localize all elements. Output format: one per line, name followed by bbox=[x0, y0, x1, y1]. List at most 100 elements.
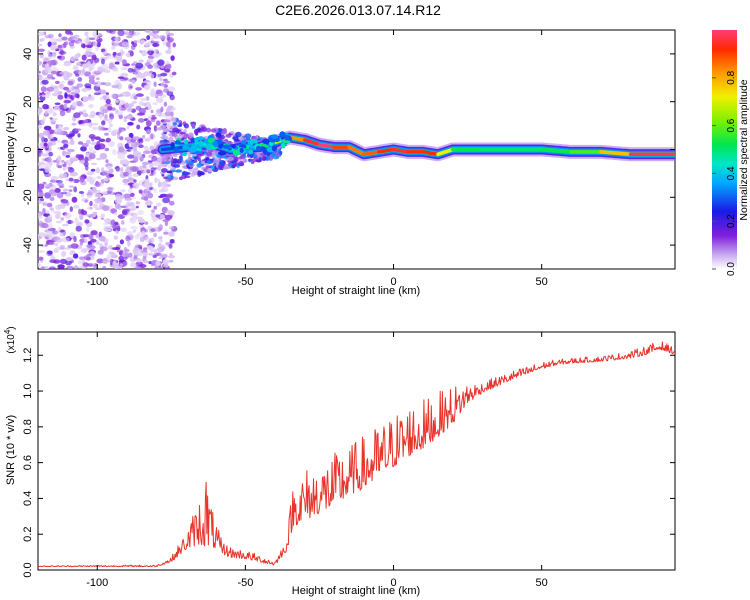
transition-blob bbox=[257, 159, 262, 163]
noise-blob bbox=[46, 74, 54, 79]
noise-blob bbox=[49, 207, 55, 211]
noise-blob bbox=[127, 187, 133, 194]
noise-blob bbox=[59, 233, 64, 237]
transition-blob bbox=[172, 127, 179, 133]
figure-title: C2E6.2026.013.07.14.R12 bbox=[275, 2, 441, 18]
noise-blob bbox=[167, 32, 174, 37]
noise-blob bbox=[128, 132, 134, 139]
noise-blob bbox=[130, 192, 135, 197]
noise-blob bbox=[75, 40, 79, 44]
noise-blob bbox=[150, 73, 155, 79]
noise-blob bbox=[48, 189, 55, 195]
noise-blob bbox=[59, 244, 65, 249]
noise-blob bbox=[122, 77, 129, 80]
x-tick-label: 50 bbox=[536, 577, 548, 589]
noise-blob bbox=[159, 252, 165, 258]
ridge-segment bbox=[288, 135, 307, 142]
noise-blob bbox=[136, 112, 145, 116]
noise-blob bbox=[135, 248, 142, 252]
noise-blob bbox=[104, 218, 111, 224]
noise-blob bbox=[38, 60, 43, 66]
noise-blob bbox=[42, 103, 49, 110]
noise-blob bbox=[143, 170, 147, 174]
noise-blob bbox=[160, 182, 167, 188]
noise-blob bbox=[88, 75, 95, 80]
noise-blob bbox=[172, 42, 176, 48]
noise-blob bbox=[92, 263, 96, 266]
noise-blob bbox=[163, 231, 169, 235]
noise-blob bbox=[117, 76, 125, 79]
noise-blob bbox=[90, 238, 97, 243]
noise-blob bbox=[165, 60, 170, 66]
noise-blob bbox=[124, 197, 133, 201]
noise-blob bbox=[57, 264, 65, 269]
noise-blob bbox=[113, 235, 119, 240]
noise-blob bbox=[140, 250, 148, 253]
noise-blob bbox=[83, 71, 92, 76]
noise-blob bbox=[137, 209, 144, 215]
noise-blob bbox=[117, 52, 121, 56]
noise-blob bbox=[59, 185, 65, 188]
transition-blob bbox=[249, 154, 254, 159]
noise-blob bbox=[49, 196, 55, 201]
noise-blob bbox=[79, 120, 86, 124]
noise-blob bbox=[118, 259, 125, 263]
noise-blob bbox=[148, 252, 154, 256]
ridge-blob bbox=[222, 144, 232, 150]
noise-blob bbox=[38, 216, 43, 219]
ridge-blob bbox=[170, 142, 175, 149]
noise-blob bbox=[38, 74, 43, 81]
noise-blob bbox=[114, 203, 120, 209]
noise-blob bbox=[38, 147, 42, 154]
noise-blob bbox=[115, 94, 124, 97]
noise-blob bbox=[58, 33, 62, 38]
noise-blob bbox=[131, 63, 136, 66]
spectrogram-marks bbox=[38, 30, 675, 269]
noise-blob bbox=[114, 246, 121, 251]
noise-blob bbox=[66, 265, 74, 269]
noise-blob bbox=[104, 132, 109, 136]
noise-blob bbox=[130, 216, 135, 222]
noise-blob bbox=[150, 109, 154, 114]
noise-blob bbox=[44, 166, 50, 173]
transition-blob bbox=[170, 117, 177, 122]
noise-blob bbox=[120, 72, 129, 78]
noise-blob bbox=[126, 136, 132, 140]
noise-blob bbox=[123, 117, 127, 123]
noise-blob bbox=[73, 186, 78, 193]
noise-blob bbox=[137, 244, 143, 249]
transition-blob bbox=[217, 135, 222, 139]
noise-blob bbox=[139, 101, 144, 106]
noise-blob bbox=[99, 153, 108, 160]
noise-blob bbox=[159, 77, 163, 82]
noise-blob bbox=[101, 105, 108, 110]
snr-marks bbox=[38, 341, 675, 568]
noise-blob bbox=[100, 127, 106, 131]
noise-blob bbox=[86, 253, 92, 257]
noise-blob bbox=[115, 165, 121, 172]
noise-blob bbox=[75, 154, 82, 159]
noise-blob bbox=[78, 191, 85, 194]
noise-blob bbox=[84, 199, 88, 203]
noise-blob bbox=[169, 252, 173, 256]
noise-blob bbox=[150, 149, 157, 155]
noise-blob bbox=[135, 201, 140, 205]
ridge-segment bbox=[376, 147, 396, 154]
noise-blob bbox=[96, 32, 103, 37]
noise-blob bbox=[59, 258, 68, 264]
noise-blob bbox=[144, 42, 149, 47]
noise-blob bbox=[64, 72, 68, 77]
noise-blob bbox=[45, 156, 52, 163]
noise-blob bbox=[147, 105, 152, 110]
colorbar-tick-label: 0.2 bbox=[726, 214, 737, 228]
noise-blob bbox=[38, 183, 45, 190]
noise-blob bbox=[77, 221, 83, 225]
noise-blob bbox=[88, 145, 94, 151]
noise-blob bbox=[119, 136, 124, 141]
noise-blob bbox=[68, 185, 75, 188]
noise-blob bbox=[142, 135, 146, 139]
transition-blob bbox=[182, 165, 187, 169]
ridge-blob bbox=[241, 140, 246, 146]
transition-blob bbox=[190, 172, 195, 178]
noise-blob bbox=[132, 229, 137, 233]
